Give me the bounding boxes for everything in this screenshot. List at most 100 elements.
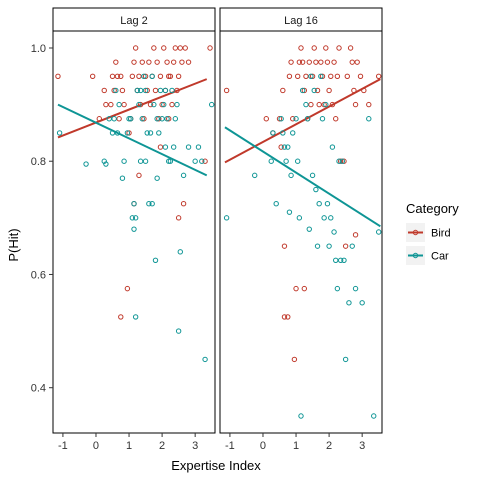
facet-panels: Lag 2 Lag 16 [52, 7, 383, 434]
data-point [273, 200, 279, 207]
data-point [174, 101, 180, 108]
data-point [311, 45, 317, 51]
data-point [308, 73, 314, 80]
data-point [281, 243, 288, 249]
data-point [167, 73, 174, 80]
data-point [223, 87, 230, 94]
x-tick-label: -1 [58, 440, 68, 452]
x-tick-label: 2 [159, 440, 165, 452]
plot-panel [219, 30, 383, 434]
data-point [89, 73, 96, 80]
y-tick-label: 0.8 [31, 156, 46, 168]
data-point [283, 158, 289, 164]
data-point [119, 87, 126, 94]
data-point [298, 45, 304, 51]
data-point [318, 73, 324, 80]
data-point [319, 73, 326, 80]
data-point [342, 243, 349, 249]
data-point [308, 101, 314, 108]
data-point [208, 101, 215, 108]
data-point [293, 285, 299, 292]
data-point [116, 116, 122, 122]
data-point [136, 73, 142, 80]
data-point [328, 73, 334, 80]
x-tick-label: 2 [326, 440, 332, 452]
fit-line-car [224, 126, 381, 228]
data-point [286, 209, 293, 215]
data-point [301, 285, 308, 292]
data-point [146, 200, 152, 207]
data-point [352, 232, 359, 238]
data-point [334, 73, 341, 80]
data-point [294, 158, 301, 164]
panel-marks [55, 45, 215, 363]
data-point [344, 73, 350, 80]
data-point [170, 144, 177, 150]
data-point [131, 226, 137, 232]
fit-line-bird [224, 78, 381, 164]
data-point [296, 59, 303, 65]
y-axis: 0.4 0.6 0.8 1.0 [31, 43, 53, 395]
data-point [304, 116, 311, 122]
data-point [375, 73, 382, 80]
data-point [278, 144, 284, 150]
data-point [169, 87, 175, 94]
data-point [147, 130, 154, 136]
data-point [137, 87, 144, 94]
data-point [157, 144, 164, 150]
data-point [131, 200, 137, 207]
series-car [56, 73, 215, 363]
data-point [126, 130, 132, 136]
data-point [132, 314, 139, 320]
x-axis: -1 0 1 2 3 -1 0 1 2 3 [58, 433, 365, 452]
data-point [166, 116, 172, 122]
data-point [162, 87, 169, 94]
legend-item-bird: Bird [406, 223, 451, 242]
data-point [142, 87, 149, 94]
data-point [144, 87, 150, 94]
data-point [328, 215, 334, 221]
data-point [180, 172, 187, 179]
data-point [177, 45, 183, 51]
data-point [288, 59, 294, 65]
data-point [111, 116, 117, 122]
data-point [334, 285, 341, 292]
facet-panel-1: Lag 2 [52, 7, 216, 434]
data-point [270, 130, 276, 136]
data-point [139, 59, 145, 65]
y-tick-label: 0.6 [31, 269, 46, 281]
x-tick-label: 1 [126, 440, 132, 452]
data-point [336, 158, 342, 164]
data-point [357, 73, 364, 80]
data-point [118, 73, 124, 80]
data-point [207, 45, 213, 51]
fit-line-car [57, 103, 208, 177]
data-point [121, 101, 127, 108]
panel-marks [223, 45, 382, 419]
fit-line-bird [57, 78, 208, 139]
data-point [154, 175, 160, 181]
data-point [161, 45, 167, 51]
data-point [164, 116, 170, 122]
data-point [341, 158, 347, 164]
data-point [309, 73, 316, 80]
data-point [347, 45, 354, 51]
data-point [166, 73, 172, 80]
data-point [286, 73, 293, 80]
data-point [290, 130, 296, 136]
data-point [263, 116, 269, 122]
data-point [182, 45, 188, 51]
x-axis-title: Expertise Index [171, 458, 261, 473]
data-point [252, 172, 258, 179]
data-point [281, 144, 288, 150]
data-point [149, 73, 155, 80]
data-point [301, 87, 308, 94]
data-point [156, 116, 162, 122]
data-point [352, 285, 359, 292]
data-point [202, 356, 208, 363]
data-point [185, 59, 192, 65]
data-point [180, 200, 187, 207]
data-point [306, 59, 312, 65]
facet-strip-label: Lag 16 [284, 15, 318, 27]
data-point [152, 257, 159, 264]
